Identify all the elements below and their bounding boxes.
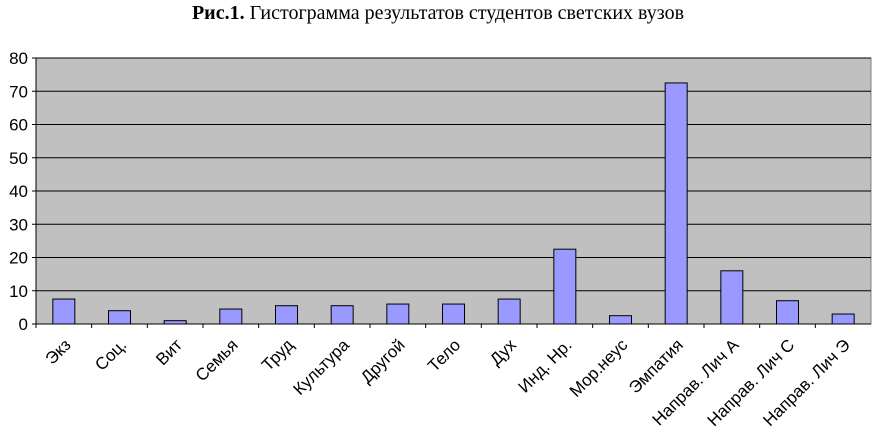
x-tick-label: Труд [258, 335, 297, 374]
bar [664, 82, 688, 325]
y-tick-label: 80 [9, 49, 28, 68]
y-tick-label: 0 [19, 315, 28, 334]
bar [108, 310, 131, 325]
y-tick-label: 10 [9, 282, 28, 301]
bar [52, 298, 76, 325]
x-tick-label: Экз [42, 335, 75, 368]
bar [330, 305, 354, 325]
y-tick-label: 60 [9, 116, 28, 135]
chart-title: Рис.1. Гистограмма результатов студентов… [0, 2, 876, 25]
x-tick-label: Культура [290, 335, 354, 399]
x-tick-label: Семья [192, 335, 242, 385]
bar [275, 305, 298, 325]
y-tick-label: 40 [9, 182, 28, 201]
bar [553, 248, 577, 325]
x-tick-label: Мор.неус [566, 335, 632, 401]
y-tick-label: 30 [9, 215, 28, 234]
bar [386, 303, 410, 325]
bar [219, 308, 243, 325]
bar [831, 313, 855, 325]
y-tick-label: 70 [9, 82, 28, 101]
x-tick-label: Другой [357, 335, 409, 387]
bar [609, 315, 632, 325]
x-tick-label: Соц. [91, 335, 130, 374]
y-tick-label: 20 [9, 249, 28, 268]
x-tick-label: Вит [152, 335, 186, 369]
x-tick-label: Дух [486, 335, 520, 369]
x-tick-label: Тело [424, 335, 464, 375]
bar [720, 270, 744, 325]
y-tick-label: 50 [9, 149, 28, 168]
bar [497, 298, 521, 325]
bar [442, 303, 465, 325]
y-tick-labels: 0 10 20 30 40 50 60 70 80 [9, 49, 36, 334]
figure-label: Рис.1. [191, 2, 245, 24]
chart-title-text: Гистограмма результатов студентов светск… [249, 2, 685, 24]
bar [776, 300, 799, 325]
